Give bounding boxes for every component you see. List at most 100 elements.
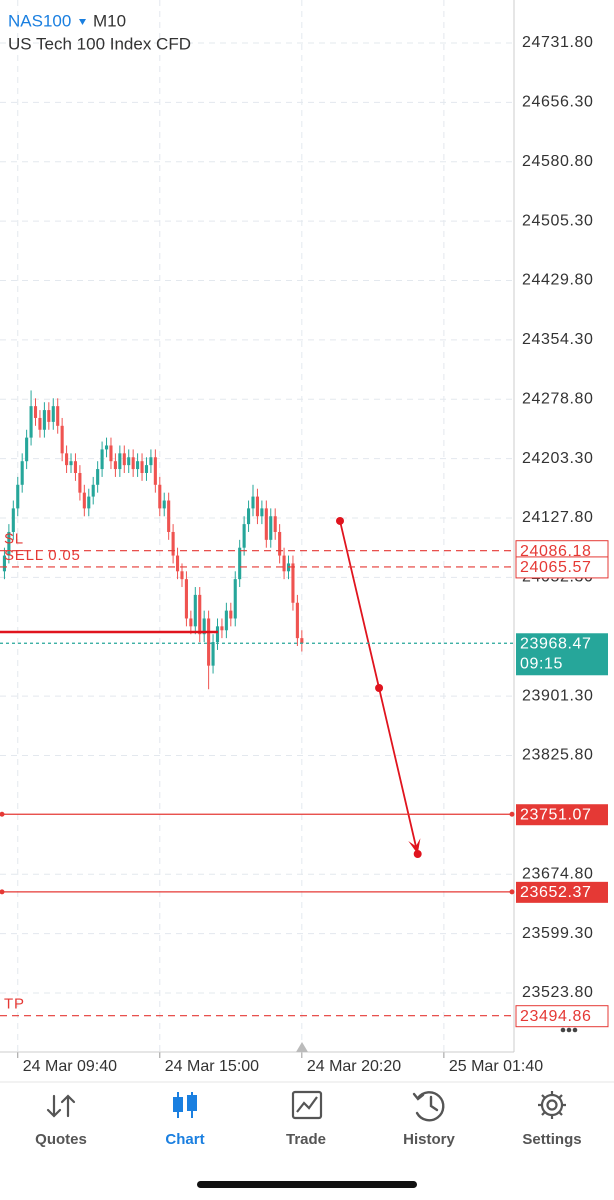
candle-body (65, 453, 69, 466)
candle-body (149, 457, 153, 466)
price-tag-value: 24065.57 (520, 559, 592, 576)
candle-body (109, 445, 113, 462)
y-tick-label: 24278.80 (522, 390, 594, 407)
price-line-label: SELL 0.05 (4, 547, 81, 564)
more-dots[interactable] (560, 1027, 578, 1033)
candle-body (113, 461, 117, 470)
price-tag-box (516, 881, 608, 903)
candle-body (69, 461, 73, 466)
candle-body (82, 492, 86, 509)
tab-label[interactable]: Settings (522, 1131, 581, 1148)
tab-bar: Quotes Chart Trade History Settings (35, 1090, 582, 1148)
candle-body (215, 626, 220, 643)
x-tick-label: 24 Mar 15:00 (165, 1058, 259, 1075)
price-tag-box (515, 556, 609, 579)
arrow-point[interactable] (336, 516, 345, 525)
timeframe[interactable]: M10 (93, 11, 126, 30)
candle-body (158, 484, 162, 509)
y-tick-label: 24656.30 (522, 94, 594, 111)
candle-body (238, 547, 242, 580)
candle-body (51, 406, 55, 422)
quotes-icon[interactable] (46, 1094, 76, 1118)
history-icon[interactable] (412, 1091, 445, 1122)
candle-body (38, 417, 42, 430)
candle-body (198, 594, 202, 635)
price-tag-box (516, 804, 608, 826)
candle-body (291, 563, 295, 603)
description: US Tech 100 Index CFD (8, 34, 191, 53)
price-tag-value: 23494.86 (520, 1008, 592, 1025)
candle-body (42, 410, 46, 430)
y-tick-label: 23825.80 (522, 747, 594, 764)
y-tick-label: 23674.80 (522, 865, 594, 882)
trade-icon[interactable] (291, 1090, 323, 1120)
candle-body (73, 461, 78, 473)
y-tick-label: 24203.30 (522, 450, 594, 467)
tab-label[interactable]: Quotes (35, 1131, 87, 1148)
price-tag-box (516, 633, 608, 676)
y-tick-label: 24505.30 (522, 212, 594, 229)
candle-body (100, 449, 104, 470)
tab-label[interactable]: Trade (286, 1131, 326, 1148)
price-tag: 23652.37 (0, 881, 608, 903)
price-tag: 23751.07 (0, 804, 608, 826)
symbol[interactable]: NAS100 (8, 11, 71, 30)
candle-body (273, 516, 277, 532)
candle-body (202, 618, 206, 635)
y-tick-label: 24731.80 (522, 34, 594, 51)
countdown: 09:15 (520, 655, 563, 672)
scroll-marker[interactable] (296, 1042, 308, 1052)
candle-body (33, 406, 38, 418)
y-tick-label: 23901.30 (522, 687, 594, 704)
y-tick-label: 23599.30 (522, 925, 594, 942)
candle-body (260, 508, 264, 517)
candle-body (251, 496, 255, 509)
x-tick-label: 24 Mar 20:20 (307, 1058, 401, 1075)
chart-icon[interactable] (173, 1092, 197, 1118)
candle-body (189, 618, 193, 627)
price-tag: 24065.57 (515, 556, 609, 579)
candle-body (167, 500, 171, 532)
y-tick-label: 24429.80 (522, 272, 594, 289)
candle-body (180, 571, 184, 580)
candle-body (247, 508, 251, 525)
candle-body (175, 555, 180, 572)
candle-body (56, 406, 60, 426)
candle-body (118, 453, 122, 470)
arrow-head[interactable] (408, 838, 421, 854)
header[interactable]: NAS100 M10 US Tech 100 Index CFD (8, 11, 191, 53)
tab-label[interactable]: Chart (165, 1131, 204, 1148)
candle-body (131, 457, 135, 470)
candle-body (229, 610, 233, 619)
candle-body (264, 508, 268, 540)
candle-body (184, 579, 188, 619)
x-tick-label: 24 Mar 09:40 (23, 1058, 117, 1075)
price-line-label: SL (4, 531, 24, 548)
price-tag-value: 23751.07 (520, 806, 592, 823)
dropdown-icon[interactable] (79, 19, 86, 25)
line-end (509, 811, 515, 817)
line-end (509, 889, 515, 895)
y-tick-label: 24127.80 (522, 509, 594, 526)
candle-body (7, 531, 11, 556)
candle-body (104, 445, 109, 450)
candle-body (96, 469, 100, 485)
arrow-point[interactable] (375, 683, 384, 692)
candle-body (144, 465, 149, 473)
line-end (0, 811, 5, 817)
y-tick-label: 23523.80 (522, 984, 594, 1001)
candle-body (91, 484, 95, 497)
candle-body (269, 516, 273, 540)
candle-body (300, 638, 304, 644)
candle-body (224, 610, 228, 631)
price-tag-value: 23652.37 (520, 884, 592, 901)
candle-body (242, 524, 246, 548)
price-tag: 23494.86 (515, 1005, 609, 1028)
settings-icon[interactable] (538, 1091, 566, 1119)
candle-body (233, 579, 237, 619)
tab-label[interactable]: History (403, 1131, 455, 1148)
price-line-label: TP (4, 996, 25, 1013)
candle-body (78, 472, 82, 493)
price-tag: 23968.47 09:15 (516, 633, 608, 676)
